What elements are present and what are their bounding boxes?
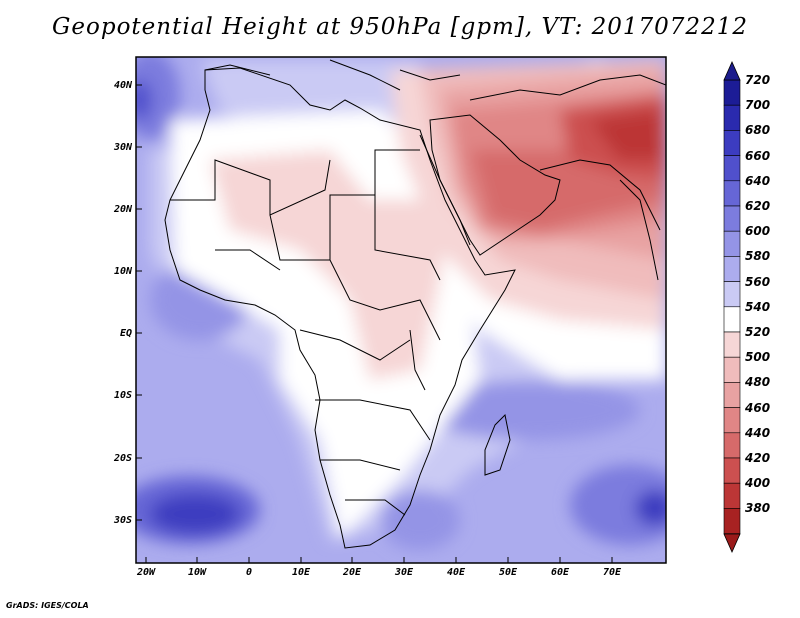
colorbar-swatch	[723, 306, 741, 333]
colorbar-top-arrow	[723, 61, 741, 81]
lon-label-30e: 30E	[394, 567, 414, 578]
map-title: Geopotential Height at 950hPa [gpm], VT:…	[52, 14, 748, 40]
lat-label-40n: 40N	[113, 80, 132, 91]
colorbar-swatch	[723, 130, 741, 156]
colorbar-level-label: 680	[745, 123, 771, 138]
lat-label-eq: EQ	[119, 328, 132, 339]
lat-label-30s: 30S	[113, 515, 132, 526]
lon-label-0: 0	[245, 567, 253, 578]
colorbar-swatch	[723, 79, 741, 106]
lat-label-20s: 20S	[113, 453, 132, 464]
colorbar-swatch	[723, 356, 741, 383]
colorbar-level-label: 720	[745, 73, 771, 87]
colorbar-swatch	[723, 382, 741, 408]
colorbar	[723, 61, 741, 553]
colorbar-swatch	[723, 331, 741, 358]
colorbar-swatch	[723, 482, 741, 509]
colorbar-level-label: 580	[745, 249, 771, 264]
lon-label-40e: 40E	[446, 567, 466, 578]
lon-label-60e: 60E	[550, 567, 570, 578]
colorbar-swatch	[723, 407, 741, 434]
lon-label-50e: 50E	[498, 567, 518, 578]
lat-label-10s: 10S	[113, 390, 132, 401]
colorbar-level-label: 460	[745, 400, 771, 415]
colorbar-level-label: 700	[745, 98, 771, 113]
colorbar-swatch	[723, 205, 741, 232]
colorbar-bottom-arrow	[723, 533, 741, 553]
lon-label-70e: 70E	[602, 567, 622, 578]
colorbar-swatch	[723, 457, 741, 484]
lat-label-30n: 30N	[113, 142, 132, 153]
colorbar-level-label: 480	[745, 375, 771, 390]
colorbar-swatch	[723, 230, 741, 257]
colorbar-swatch	[723, 281, 741, 308]
colorbar-swatch	[723, 155, 741, 182]
geopotential-field	[136, 57, 666, 563]
coastlines	[164, 59, 666, 549]
lon-label-10w: 10W	[187, 567, 207, 578]
plot-frame	[135, 56, 667, 564]
colorbar-level-label: 640	[745, 173, 771, 188]
colorbar-swatch	[723, 256, 741, 282]
colorbar-swatch	[723, 180, 741, 207]
lon-label-20w: 20W	[136, 567, 156, 578]
lon-label-10e: 10E	[291, 567, 311, 578]
axis-ticks	[136, 84, 613, 563]
colorbar-level-label: 600	[745, 224, 771, 239]
colorbar-level-label: 440	[745, 425, 771, 440]
colorbar-swatch	[723, 432, 741, 459]
colorbar-level-label: 560	[745, 274, 771, 289]
colorbar-level-label: 660	[745, 148, 771, 163]
lon-label-20e: 20E	[342, 567, 362, 578]
credit-text: GrADS: IGES/COLA	[6, 601, 89, 610]
colorbar-level-label: 540	[745, 299, 771, 314]
colorbar-level-label: 500	[745, 350, 771, 365]
colorbar-level-label: 400	[745, 476, 771, 491]
colorbar-level-label: 380	[745, 501, 771, 516]
colorbar-swatch	[723, 104, 741, 131]
lat-label-20n: 20N	[113, 204, 132, 215]
lat-label-10n: 10N	[113, 266, 132, 277]
colorbar-level-label: 620	[745, 199, 771, 213]
colorbar-swatch	[723, 508, 741, 534]
colorbar-level-label: 520	[745, 325, 771, 339]
colorbar-level-label: 420	[745, 451, 771, 465]
